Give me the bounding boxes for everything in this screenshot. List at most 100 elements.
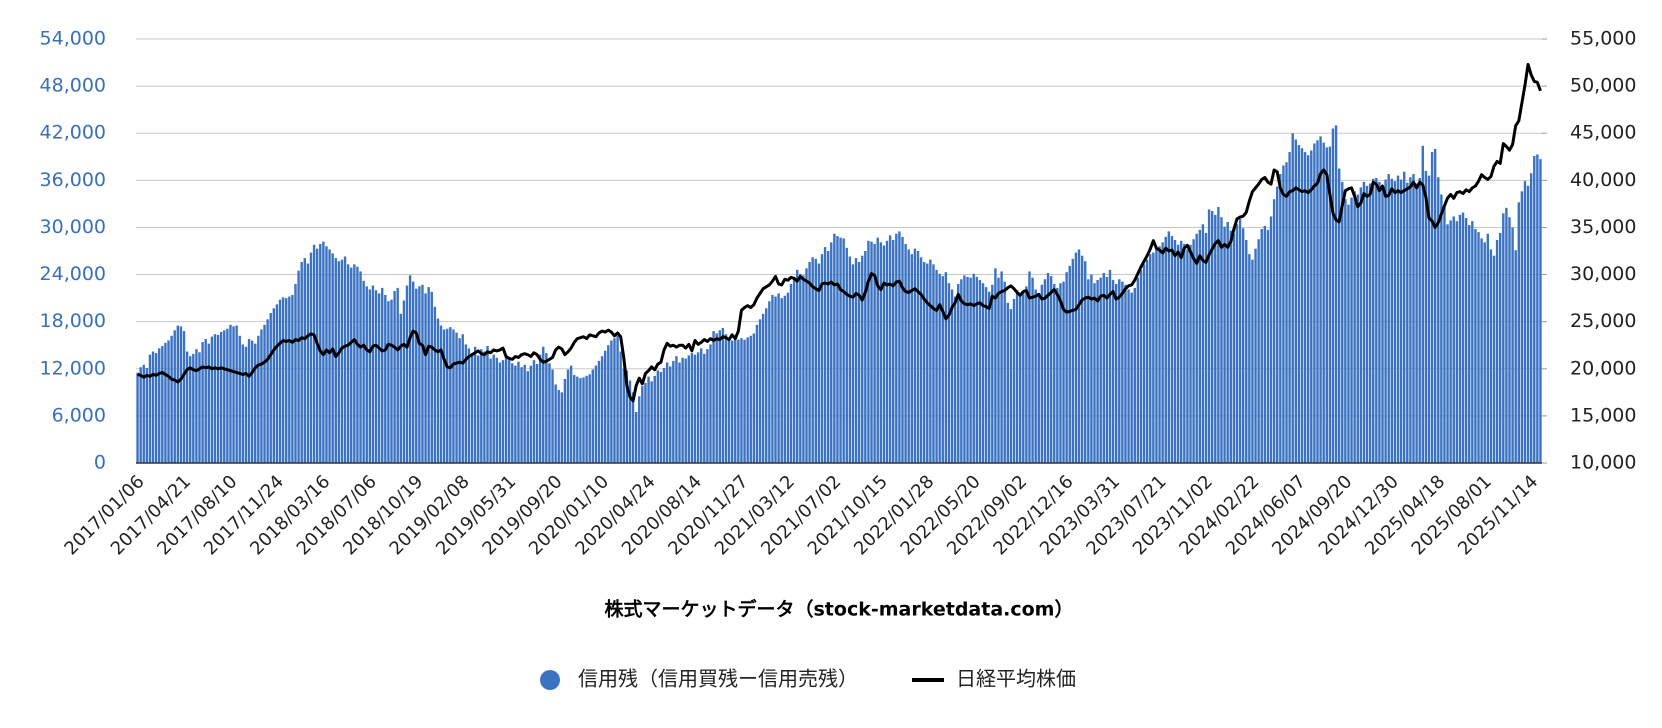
bar (1053, 283, 1056, 463)
bar (371, 285, 375, 463)
bar (795, 269, 799, 463)
bar (969, 277, 972, 463)
bar (895, 233, 898, 463)
bar (724, 334, 728, 463)
bar (792, 278, 796, 463)
bar (1458, 214, 1462, 463)
bar (1071, 258, 1075, 463)
bar (340, 259, 344, 463)
bar (805, 268, 808, 463)
bar (879, 242, 883, 463)
bar (353, 264, 356, 463)
bar (517, 361, 520, 463)
bar (281, 297, 285, 463)
bar (1508, 217, 1511, 463)
bar (377, 293, 381, 463)
bar (1192, 239, 1195, 463)
bar (210, 336, 214, 463)
bar (1226, 221, 1229, 463)
bar (396, 287, 399, 463)
bar (1468, 225, 1471, 463)
x-axis-title: 株式マーケットデータ（stock-marketdata.com） (605, 598, 1074, 621)
bar (1198, 229, 1202, 463)
bar (319, 243, 322, 463)
bar (297, 270, 300, 463)
bar (470, 353, 474, 463)
bar (1254, 248, 1257, 463)
bar (467, 348, 471, 463)
bar (777, 293, 780, 463)
bar (1232, 233, 1236, 463)
bar (495, 357, 499, 463)
bar (765, 308, 768, 463)
bar (1114, 283, 1118, 463)
bar (944, 272, 948, 463)
bar (981, 283, 985, 463)
bar (1483, 242, 1486, 463)
bar (424, 293, 427, 463)
bar (461, 334, 464, 463)
legend-label: 信用残（信用買残ー信用売残） (578, 667, 858, 691)
bar (960, 279, 963, 463)
bar (1111, 280, 1115, 463)
bar (442, 329, 446, 463)
bar (678, 362, 681, 463)
bar (328, 249, 331, 463)
bar (573, 375, 576, 463)
bar (501, 360, 505, 463)
y-tick-label: 24,000 (40, 263, 106, 285)
bar (1310, 150, 1313, 464)
bar (1046, 272, 1050, 463)
bar (291, 294, 294, 463)
bar (1176, 244, 1180, 463)
bar (1080, 255, 1084, 463)
bar (198, 352, 201, 463)
bar (507, 360, 511, 463)
y-tick-label: 42,000 (40, 122, 106, 144)
bar (1090, 274, 1093, 463)
bar (1365, 185, 1369, 463)
bar (1220, 217, 1223, 463)
bar (1449, 220, 1452, 463)
bar (1214, 214, 1217, 463)
y-tick-label: 18,000 (40, 310, 106, 332)
bar (1396, 175, 1400, 463)
bar (1390, 178, 1394, 463)
bar (148, 354, 152, 463)
bar (359, 271, 362, 463)
bar (1418, 177, 1421, 463)
bar (1149, 254, 1152, 463)
bar (294, 283, 297, 463)
bar (1037, 296, 1040, 463)
bar (238, 335, 241, 463)
bar (1183, 243, 1186, 463)
bar (1461, 212, 1465, 463)
bar (285, 298, 288, 463)
bar (226, 328, 229, 463)
bar (851, 264, 855, 463)
y-tick-label: 6,000 (52, 404, 106, 426)
bar (1263, 225, 1267, 463)
y2-tick-label: 20,000 (1570, 357, 1636, 379)
bar (1446, 224, 1449, 463)
bar (278, 299, 282, 463)
bar (669, 366, 672, 463)
bar (399, 313, 403, 463)
plot (136, 62, 1542, 464)
bar (1464, 218, 1468, 463)
bar (1523, 181, 1527, 463)
bar (1241, 228, 1245, 463)
bar (1303, 152, 1307, 464)
bar (1056, 287, 1059, 463)
bar (1272, 199, 1276, 463)
bar (758, 319, 762, 463)
bar (1018, 295, 1022, 463)
bar (966, 276, 969, 463)
bar (1155, 248, 1158, 463)
bar (1421, 145, 1424, 463)
bar (1142, 264, 1146, 463)
bar (597, 360, 601, 463)
bar (932, 264, 935, 463)
bar (489, 358, 492, 463)
